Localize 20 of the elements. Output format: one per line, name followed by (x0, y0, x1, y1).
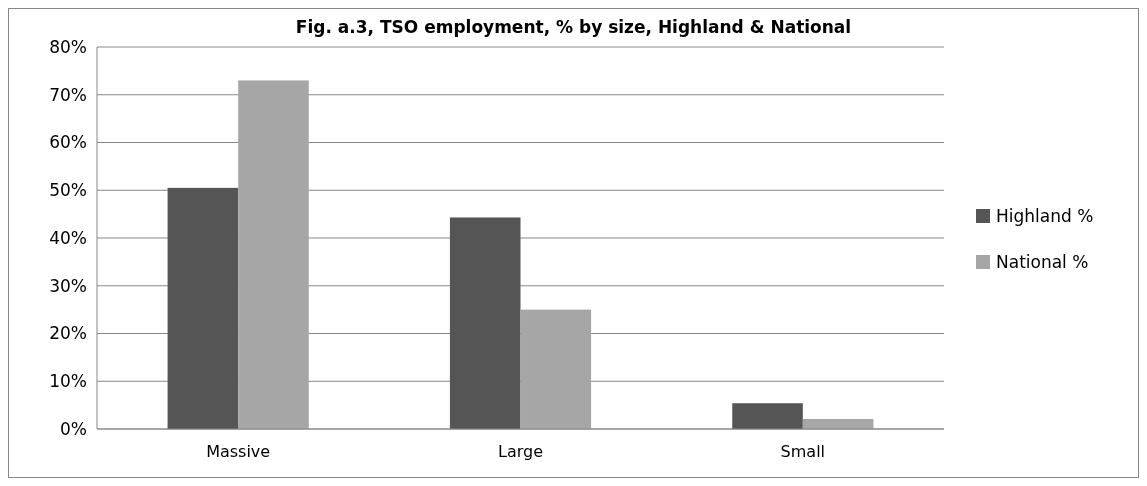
y-tick-label: 60% (49, 132, 87, 153)
chart-title: Fig. a.3, TSO employment, % by size, Highland & National (295, 17, 852, 37)
y-tick-label: 30% (49, 275, 87, 296)
bar (520, 309, 592, 429)
y-tick-label: 70% (49, 84, 87, 105)
x-tick-label: Large (497, 442, 544, 461)
y-tick-label: 80% (49, 36, 87, 57)
x-tick-label: Small (780, 442, 826, 461)
y-tick-label: 40% (49, 227, 87, 248)
x-tick-label: Massive (206, 442, 271, 461)
bar (238, 80, 309, 429)
bar (732, 403, 803, 429)
y-tick-label: 10% (49, 371, 87, 392)
bar (167, 187, 239, 429)
y-tick-label: 50% (49, 180, 87, 201)
legend-label: Highland % (996, 205, 1094, 226)
y-tick-label: 20% (49, 323, 87, 344)
legend-label: National % (996, 251, 1089, 272)
y-tick-label: 0% (60, 418, 87, 439)
bar (449, 217, 521, 429)
